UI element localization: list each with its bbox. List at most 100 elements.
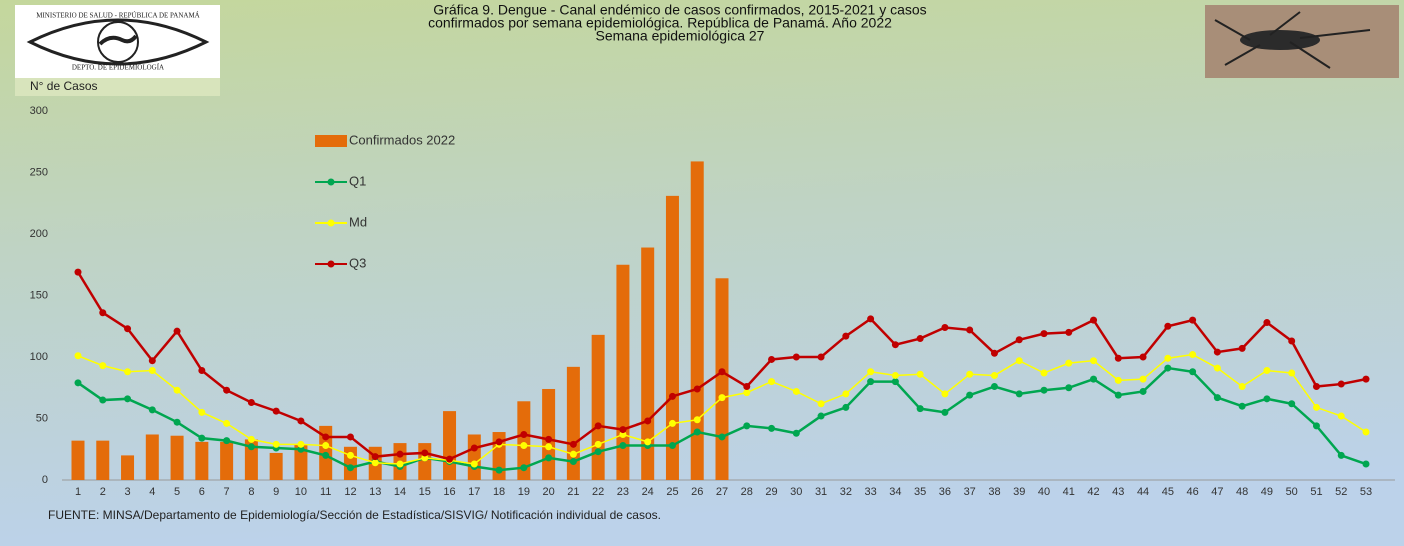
- marker: [694, 429, 701, 436]
- marker: [892, 378, 899, 385]
- x-tick-label: 19: [518, 486, 530, 498]
- x-tick-label: 6: [199, 486, 205, 498]
- bar: [592, 335, 605, 480]
- x-tick-label: 9: [273, 486, 279, 498]
- bar: [418, 443, 431, 480]
- marker: [941, 390, 948, 397]
- marker: [1140, 388, 1147, 395]
- x-tick-label: 12: [344, 486, 356, 498]
- marker: [991, 372, 998, 379]
- marker: [99, 309, 106, 316]
- marker: [273, 408, 280, 415]
- y-tick-label: 0: [42, 474, 48, 486]
- marker: [1016, 357, 1023, 364]
- y-tick-label: 250: [30, 166, 48, 178]
- marker: [669, 420, 676, 427]
- marker: [297, 441, 304, 448]
- marker: [793, 388, 800, 395]
- x-tick-label: 1: [75, 486, 81, 498]
- marker: [818, 400, 825, 407]
- x-tick-label: 50: [1286, 486, 1298, 498]
- marker: [223, 420, 230, 427]
- bar: [344, 447, 357, 480]
- marker: [570, 441, 577, 448]
- marker: [842, 333, 849, 340]
- x-tick-label: 36: [939, 486, 951, 498]
- marker: [248, 436, 255, 443]
- marker: [1313, 422, 1320, 429]
- marker: [1090, 317, 1097, 324]
- bar: [96, 441, 109, 480]
- y-tick-label: 100: [30, 351, 48, 363]
- marker: [1065, 360, 1072, 367]
- marker: [892, 341, 899, 348]
- x-tick-label: 38: [988, 486, 1000, 498]
- legend-label: Q1: [349, 173, 366, 188]
- marker: [644, 417, 651, 424]
- logo: MINISTERIO DE SALUD - REPÚBLICA DE PANAM…: [15, 5, 220, 78]
- marker: [322, 452, 329, 459]
- marker: [1016, 390, 1023, 397]
- marker: [421, 449, 428, 456]
- x-tick-label: 18: [493, 486, 505, 498]
- marker: [941, 324, 948, 331]
- legend-label: Confirmados 2022: [349, 132, 455, 147]
- marker: [917, 405, 924, 412]
- x-tick-label: 16: [443, 486, 455, 498]
- bar: [171, 436, 184, 480]
- marker: [892, 372, 899, 379]
- marker: [917, 335, 924, 342]
- marker: [1239, 403, 1246, 410]
- marker: [347, 464, 354, 471]
- marker: [1090, 357, 1097, 364]
- mosquito-image: [1205, 5, 1399, 78]
- marker: [818, 354, 825, 361]
- marker: [793, 354, 800, 361]
- marker: [520, 464, 527, 471]
- marker: [966, 326, 973, 333]
- x-tick-label: 11: [320, 486, 331, 498]
- marker: [669, 393, 676, 400]
- marker: [1263, 395, 1270, 402]
- bar: [716, 278, 729, 480]
- marker: [1189, 351, 1196, 358]
- marker: [248, 443, 255, 450]
- marker: [1288, 400, 1295, 407]
- marker: [1164, 365, 1171, 372]
- marker: [1164, 323, 1171, 330]
- x-tick-label: 41: [1063, 486, 1075, 498]
- marker: [1338, 381, 1345, 388]
- marker: [1313, 404, 1320, 411]
- marker: [867, 315, 874, 322]
- marker: [1164, 355, 1171, 362]
- chart: MINISTERIO DE SALUD - REPÚBLICA DE PANAM…: [0, 0, 1404, 546]
- marker: [99, 397, 106, 404]
- marker: [223, 437, 230, 444]
- marker: [545, 436, 552, 443]
- source-note: FUENTE: MINSA/Departamento de Epidemiolo…: [48, 508, 661, 522]
- marker: [99, 362, 106, 369]
- marker: [1263, 367, 1270, 374]
- marker: [1189, 368, 1196, 375]
- x-tick-label: 28: [741, 486, 753, 498]
- marker: [223, 387, 230, 394]
- x-tick-label: 51: [1310, 486, 1322, 498]
- marker: [1140, 354, 1147, 361]
- marker: [743, 383, 750, 390]
- y-tick-label: 300: [30, 105, 48, 117]
- x-tick-label: 26: [691, 486, 703, 498]
- marker: [595, 441, 602, 448]
- x-tick-label: 45: [1162, 486, 1174, 498]
- x-tick-label: 42: [1087, 486, 1099, 498]
- marker: [768, 378, 775, 385]
- marker: [322, 442, 329, 449]
- marker: [397, 451, 404, 458]
- x-tick-label: 17: [468, 486, 480, 498]
- bar: [443, 411, 456, 480]
- y-tick-label: 200: [30, 228, 48, 240]
- marker: [149, 367, 156, 374]
- y-axis-label: N° de Casos: [30, 79, 98, 93]
- marker: [595, 422, 602, 429]
- logo-text: DEPTO. DE EPIDEMIOLOGÍA: [72, 64, 164, 72]
- marker: [694, 416, 701, 423]
